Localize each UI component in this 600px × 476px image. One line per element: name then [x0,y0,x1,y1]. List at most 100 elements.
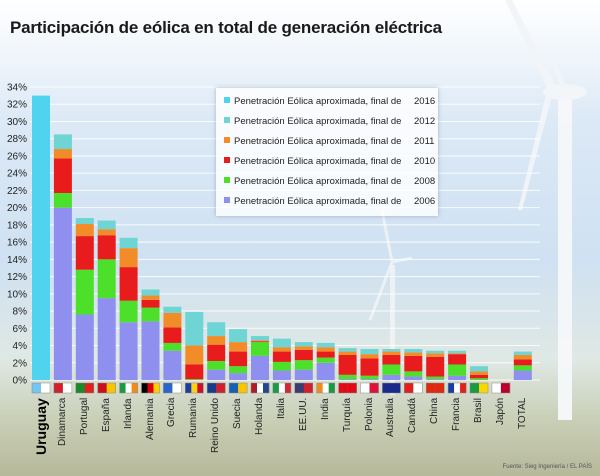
bar-segment-2008 [426,376,445,380]
x-label-suecia: Suecia [232,398,244,429]
bar-segment-2008 [75,269,94,315]
y-tick-label: 14% [7,255,27,266]
bar-segment-2010 [294,349,313,361]
bar-segment-2011 [272,347,291,352]
bar-segment-2012 [163,306,182,313]
bars [32,95,532,380]
bar-segment-2008 [338,374,357,380]
bar-segment-2006 [382,374,401,380]
x-label-portugal: Portugal [78,397,90,435]
y-tick-label: 26% [7,151,27,162]
bar-segment-2011 [207,336,226,345]
bar-segment-2010 [185,364,204,380]
bar-segment-2006 [119,322,138,380]
bar-segment-2008 [382,364,401,375]
flag-icon [206,382,226,394]
bar-segment-2012 [513,351,532,356]
flag-icon [97,382,116,394]
bar-segment-2010 [382,355,401,365]
x-label-uruguay: Uruguay [33,398,49,455]
bar-segment-2008 [404,371,423,377]
turbine-nacelle [543,84,587,100]
bar-segment-2008 [272,361,291,371]
y-tick-label: 18% [7,220,27,231]
bar-segment-2006 [97,298,116,380]
bar-segment-2006 [229,373,248,380]
flag-icon [272,382,292,394]
x-label-ee-uu-: EE.UU. [297,397,309,431]
bar-segment-2006 [426,379,445,380]
turbine-blade [518,94,552,210]
y-tick-label: 0% [13,376,28,387]
bar-segment-2011 [53,149,72,159]
bar-segment-2010 [207,344,226,362]
y-tick-label: 30% [7,117,27,128]
legend-swatch [224,97,230,103]
bar-segment-2011 [75,224,94,237]
x-label-jap-n: Japón [494,397,506,425]
x-label-reino-unido: Reino Unido [210,397,222,453]
bar-segment-2010 [338,355,357,375]
bar-segment-2011 [513,355,532,360]
x-label-grecia: Grecia [166,397,178,427]
bar-segment-2010 [513,359,532,366]
flag-icon [316,382,335,394]
bar-segment-2012 [119,237,138,249]
bar-segment-2012 [360,348,379,355]
bar-segment-2010 [448,354,467,365]
x-label-holanda: Holanda [254,397,265,435]
bar-segment-2006 [404,376,423,380]
legend-label: Penetración Eólica aproximada, final de [234,96,402,107]
legend-year: 2010 [414,156,436,167]
legend-item-2010: Penetración Eólica aproximada, final de 2… [224,156,436,167]
bar-segment-2012 [75,217,94,225]
x-label-rumania: Rumania [188,397,200,438]
flag-icon [469,382,489,394]
bar-segment-2010 [229,351,248,367]
bar-segment-2006 [360,379,379,380]
bar-segment-2012 [316,342,335,348]
flag-icon [53,382,73,394]
y-tick-label: 20% [7,203,27,214]
flag-icon [228,382,248,394]
flag-icon [425,382,445,394]
flag-icon [250,382,270,394]
bar-segment-2006 [316,362,335,380]
flag-icon [163,382,182,394]
turbine-blade [548,55,566,86]
bar-segment-2016 [32,95,50,380]
bar-segment-2006 [294,369,313,380]
x-label-total: TOTAL [516,397,528,429]
flag-icon [185,382,204,394]
x-label-espa-a: España [100,398,112,432]
bar-segment-2008 [316,357,335,363]
bar-segment-2006 [141,321,160,380]
bar-segment-2011 [229,342,248,352]
bar-segment-2006 [338,379,357,380]
flag-icon [447,382,467,394]
flag-icon [382,382,401,394]
bar-segment-2008 [97,259,116,299]
bar-segment-2012 [448,350,467,354]
flag-icon [294,382,314,394]
bar-segment-2008 [294,360,313,370]
x-label-polonia: Polonia [363,397,375,431]
x-label-india: India [319,398,331,420]
bar-segment-2010 [404,355,423,372]
turbine-blade [505,0,556,90]
legend-label: Penetración Eólica aproximada, final de [234,116,402,127]
bar-segment-2010 [272,351,291,362]
y-tick-label: 28% [7,134,27,145]
bar-segment-2012 [338,348,357,352]
bar-segment-2012 [294,342,313,347]
bar-segment-2010 [251,341,269,343]
bar-segment-2012 [426,350,445,354]
flags [31,382,511,394]
y-tick-label: 6% [13,324,28,335]
flag-icon [119,382,138,394]
legend-item-2008: Penetración Eólica aproximada, final de 2… [224,176,435,187]
legend-swatch [224,137,230,143]
legend-item-2006: Penetración Eólica aproximada, final de 2… [224,196,435,207]
bar-segment-2008 [141,307,160,322]
bar-segment-2008 [470,378,488,380]
